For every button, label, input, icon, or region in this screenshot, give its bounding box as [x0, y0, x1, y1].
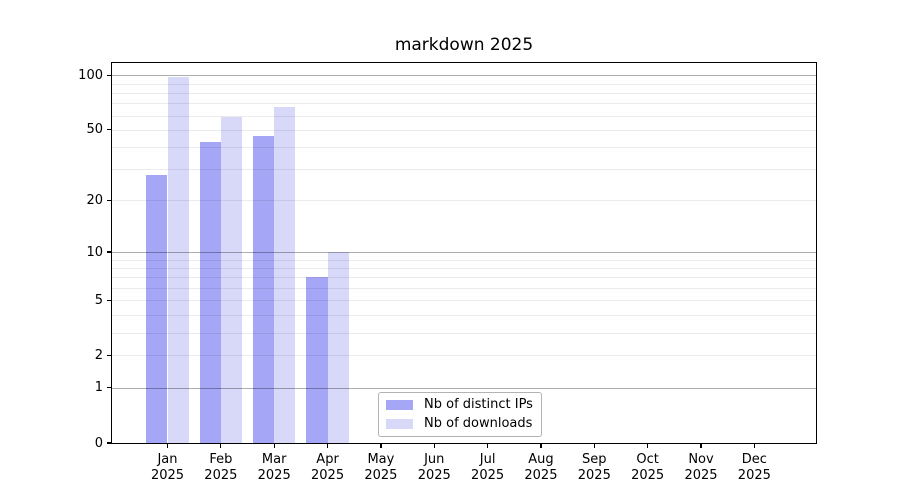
- x-tick-mark-jan: [166, 443, 169, 448]
- x-tick-label-jun: Jun 2025: [417, 452, 451, 483]
- gridline-major-10: [112, 252, 816, 253]
- gridline-minor-2: [112, 355, 816, 357]
- bar-downloads-jan: [167, 76, 189, 443]
- gridline-minor-70: [112, 103, 816, 105]
- x-tick-mark-apr: [326, 443, 329, 448]
- y-tick-label-0: 0: [94, 435, 103, 451]
- x-tick-label-aug: Aug 2025: [524, 452, 558, 483]
- y-tick-mark-50: [106, 129, 111, 131]
- x-tick-label-jul: Jul 2025: [471, 452, 505, 483]
- bar-ips-mar: [252, 136, 275, 443]
- y-tick-label-100: 100: [78, 67, 103, 83]
- gridline-minor-9: [112, 259, 816, 261]
- legend: Nb of distinct IPs Nb of downloads: [378, 391, 542, 437]
- plot-area: [112, 63, 816, 443]
- y-tick-mark-1: [106, 387, 111, 389]
- y-tick-label-10: 10: [86, 244, 103, 260]
- y-tick-label-5: 5: [94, 292, 103, 308]
- bar-ips-feb: [199, 141, 221, 443]
- x-tick-label-sep: Sep 2025: [577, 452, 611, 483]
- gridline-minor-40: [112, 147, 816, 149]
- x-tick-label-mar: Mar 2025: [257, 452, 291, 483]
- x-tick-mark-nov: [700, 443, 702, 448]
- gridline-minor-7: [112, 277, 816, 279]
- legend-swatch-downloads-icon: [386, 418, 413, 429]
- x-tick-mark-mar: [273, 443, 275, 448]
- gridline-minor-90: [112, 83, 816, 85]
- x-tick-label-may: May 2025: [364, 452, 398, 483]
- legend-item-distinct-ips: Nb of distinct IPs: [386, 396, 533, 412]
- x-tick-label-jan: Jan 2025: [150, 452, 185, 483]
- x-tick-mark-feb: [220, 443, 222, 448]
- bar-downloads-feb: [220, 116, 243, 443]
- x-tick-label-dec: Dec 2025: [737, 452, 771, 483]
- y-tick-label-50: 50: [86, 122, 103, 138]
- gridline-major-1: [112, 387, 816, 389]
- y-tick-mark-2: [106, 354, 111, 357]
- legend-swatch-distinct-ips-icon: [386, 399, 413, 410]
- x-tick-label-oct: Oct 2025: [631, 452, 665, 483]
- x-tick-mark-oct: [647, 443, 649, 448]
- y-tick-label-2: 2: [94, 347, 103, 363]
- gridline-minor-60: [112, 115, 816, 117]
- y-tick-mark-100: [106, 74, 111, 77]
- x-tick-mark-may: [380, 443, 382, 448]
- y-tick-mark-20: [106, 199, 111, 202]
- gridline-minor-80: [112, 92, 816, 94]
- gridline-minor-20: [112, 200, 816, 202]
- y-tick-label-20: 20: [86, 192, 103, 208]
- gridline-minor-6: [112, 288, 816, 289]
- legend-label-distinct-ips: Nb of distinct IPs: [424, 396, 533, 412]
- gridline-minor-4: [112, 314, 816, 316]
- gridline-minor-5: [112, 300, 816, 302]
- gridline-major-100: [112, 75, 816, 77]
- bar-ips-jan: [146, 174, 168, 443]
- gridline-minor-8: [112, 267, 816, 269]
- bar-ips-apr: [306, 277, 328, 443]
- legend-item-downloads: Nb of downloads: [386, 415, 533, 431]
- gridline-minor-50: [112, 129, 816, 131]
- x-tick-mark-aug: [540, 443, 542, 448]
- y-tick-label-1: 1: [94, 380, 103, 396]
- y-tick-mark-0: [106, 442, 111, 444]
- gridline-minor-30: [112, 169, 816, 171]
- x-tick-label-feb: Feb 2025: [204, 452, 238, 483]
- x-tick-mark-sep: [593, 443, 595, 448]
- x-tick-label-nov: Nov 2025: [684, 452, 718, 483]
- y-tick-mark-10: [106, 251, 111, 253]
- chart-title: markdown 2025: [394, 35, 534, 55]
- x-tick-mark-jul: [486, 443, 489, 448]
- x-tick-mark-dec: [753, 443, 755, 448]
- bar-downloads-apr: [327, 252, 349, 443]
- bar-downloads-mar: [274, 106, 296, 443]
- legend-label-downloads: Nb of downloads: [424, 415, 533, 431]
- x-tick-label-apr: Apr 2025: [311, 452, 345, 483]
- y-tick-mark-5: [106, 299, 111, 301]
- gridline-minor-3: [112, 332, 816, 334]
- x-tick-mark-jun: [433, 443, 435, 448]
